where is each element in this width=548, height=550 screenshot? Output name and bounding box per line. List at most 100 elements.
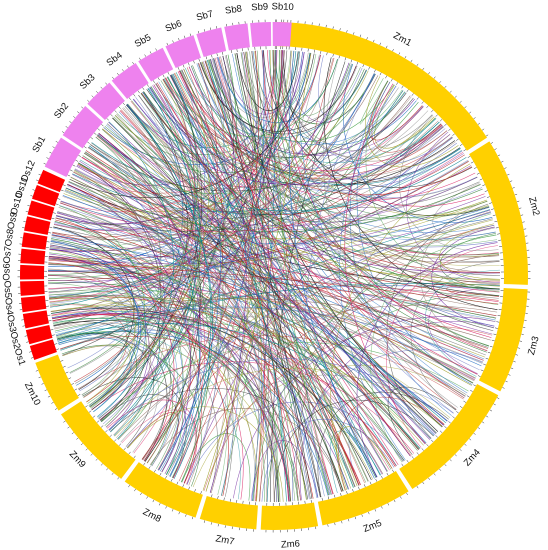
tick-mark: [411, 456, 414, 459]
tick-mark: [200, 491, 202, 495]
tick-mark: [448, 421, 451, 424]
tick-mark: [148, 466, 151, 470]
tick-mark: [100, 425, 104, 428]
tick-mark: [444, 463, 447, 467]
synteny-link: [167, 76, 319, 498]
synteny-link: [84, 152, 496, 322]
tick-mark: [487, 351, 491, 354]
chromosome-os3: [22, 310, 49, 329]
synteny-link: [140, 93, 280, 502]
tick-mark: [78, 154, 81, 157]
tick-mark: [140, 492, 142, 496]
tick-mark: [421, 101, 424, 104]
tick-mark: [71, 432, 74, 435]
tick-mark: [84, 405, 88, 408]
chromosome-zm8: [124, 462, 203, 518]
tick-mark: [374, 509, 377, 512]
chromosome-os5: [20, 280, 45, 296]
synteny-link: [149, 408, 343, 492]
tick-mark: [152, 80, 155, 83]
synteny-link: [212, 58, 478, 198]
tick-mark: [485, 415, 489, 418]
tick-mark: [515, 354, 519, 356]
tick-mark: [118, 106, 121, 109]
tick-mark: [198, 58, 200, 62]
tick-mark: [92, 415, 96, 418]
synteny-link: [386, 245, 498, 448]
tick-mark: [62, 184, 66, 187]
synteny-link: [79, 150, 462, 215]
tick-mark: [96, 420, 100, 423]
tick-mark: [326, 52, 328, 56]
tick-mark: [340, 493, 342, 497]
tick-mark: [128, 451, 131, 455]
chromosome-label-os3: Os3: [4, 314, 18, 333]
chromosome-sb5: [138, 47, 174, 82]
tick-mark: [189, 33, 192, 37]
synteny-link: [439, 233, 500, 290]
tick-mark: [497, 315, 501, 317]
synteny-link: [152, 85, 437, 434]
synteny-link: [240, 52, 499, 305]
chromosome-label-os6: Os6: [1, 263, 12, 281]
tick-mark: [56, 348, 60, 350]
synteny-link: [104, 73, 375, 173]
synteny-link: [292, 349, 484, 502]
tick-mark: [430, 439, 434, 443]
tick-mark: [392, 469, 395, 473]
tick-mark: [229, 498, 231, 502]
synteny-link: [58, 337, 186, 477]
tick-mark: [416, 63, 419, 67]
tick-mark: [504, 167, 507, 169]
synteny-link: [72, 121, 440, 213]
synteny-link: [222, 51, 303, 115]
chromosome-label-os1: Os1: [12, 347, 28, 367]
tick-mark: [68, 377, 72, 380]
synteny-link: [56, 212, 499, 302]
synteny-link: [98, 133, 202, 475]
synteny-link: [78, 335, 464, 400]
synteny-link: [49, 75, 379, 251]
synteny-link: [208, 59, 443, 427]
tick-mark: [470, 161, 474, 164]
tick-mark: [144, 54, 147, 57]
synteny-link: [124, 105, 342, 492]
synteny-link: [48, 263, 361, 485]
synteny-link: [130, 100, 412, 456]
tick-mark: [142, 87, 145, 90]
chromosome-zm1: [274, 22, 488, 151]
tick-mark: [381, 506, 383, 509]
chromosome-zm3: [478, 288, 528, 392]
tick-mark: [332, 53, 334, 57]
tick-mark: [346, 30, 348, 33]
synteny-link: [278, 50, 351, 116]
tick-mark: [77, 394, 81, 397]
synteny-link: [77, 163, 443, 427]
tick-mark: [223, 497, 225, 501]
synteny-link: [56, 332, 183, 475]
tick-mark: [67, 426, 70, 429]
chromosome-label-zm6: Zm6: [281, 538, 301, 550]
tick-mark: [454, 454, 457, 457]
tick-mark: [109, 434, 112, 438]
tick-mark: [459, 449, 462, 452]
synteny-link: [102, 128, 500, 287]
synteny-link: [48, 73, 376, 266]
synteny-link: [101, 50, 258, 422]
tick-mark: [47, 395, 51, 398]
tick-mark: [69, 121, 72, 123]
tick-mark: [332, 26, 334, 29]
tick-mark: [100, 86, 103, 89]
synteny-link: [131, 100, 229, 492]
chromosome-label-sb2: Sb2: [52, 101, 71, 121]
synteny-link: [48, 50, 293, 261]
synteny-link: [53, 227, 146, 418]
tick-mark: [344, 57, 347, 61]
synteny-link: [49, 50, 291, 249]
tick-mark: [55, 203, 59, 205]
synteny-link: [73, 171, 234, 497]
synteny-link: [141, 50, 259, 460]
tick-mark: [507, 173, 510, 176]
tick-mark: [468, 438, 472, 441]
synteny-link: [155, 83, 403, 159]
